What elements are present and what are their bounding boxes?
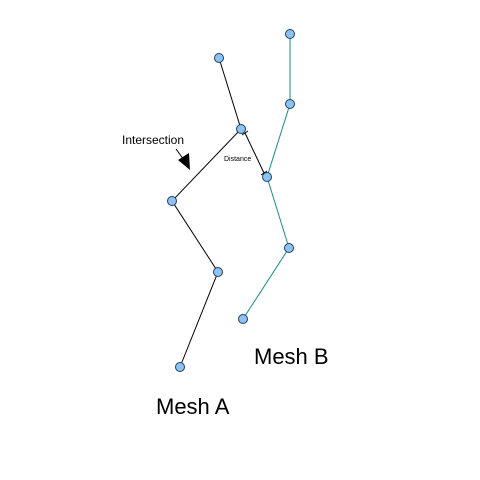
distance-measure: Distance	[224, 130, 268, 176]
distance-tick-start	[241, 130, 249, 136]
mesh-b-node	[262, 172, 272, 182]
distance-label: Distance	[224, 156, 251, 163]
mesh-a-label: Mesh A	[156, 394, 230, 419]
distance-tick-end	[260, 170, 268, 176]
mesh-b	[238, 29, 295, 324]
mesh-a-edges	[171, 57, 242, 368]
mesh-a-node	[214, 53, 224, 63]
mesh-a	[167, 53, 246, 372]
intersection-label: Intersection	[122, 133, 184, 147]
distance-line	[244, 132, 265, 174]
mesh-a-node	[236, 124, 246, 134]
mesh-b-node	[285, 99, 295, 109]
mesh-b-label: Mesh B	[254, 344, 329, 369]
intersection-annotation: Intersection	[122, 133, 190, 170]
mesh-a-node	[167, 196, 177, 206]
mesh-b-node	[238, 314, 248, 324]
mesh-a-node	[213, 267, 223, 277]
mesh-b-node	[284, 243, 294, 253]
mesh-a-node	[175, 362, 185, 372]
mesh-b-node	[285, 29, 295, 39]
intersection-arrow-head	[178, 153, 190, 170]
